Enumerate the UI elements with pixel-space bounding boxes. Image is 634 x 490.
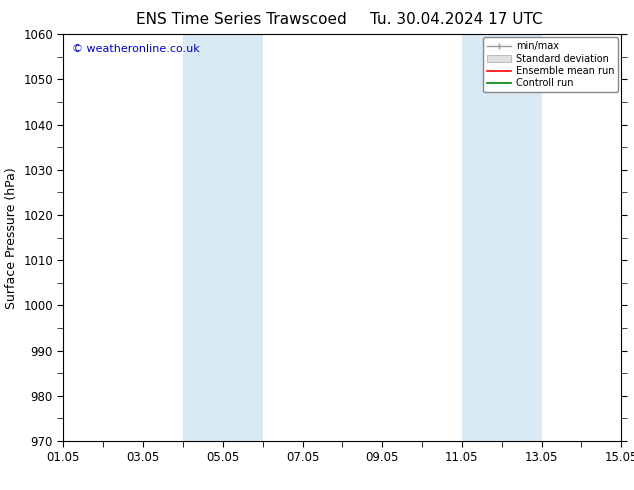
Text: Tu. 30.04.2024 17 UTC: Tu. 30.04.2024 17 UTC <box>370 12 543 27</box>
Text: © weatheronline.co.uk: © weatheronline.co.uk <box>72 45 200 54</box>
Legend: min/max, Standard deviation, Ensemble mean run, Controll run: min/max, Standard deviation, Ensemble me… <box>483 37 618 92</box>
Y-axis label: Surface Pressure (hPa): Surface Pressure (hPa) <box>4 167 18 309</box>
Bar <box>501 34 541 441</box>
Text: ENS Time Series Trawscoed: ENS Time Series Trawscoed <box>136 12 346 27</box>
Bar <box>462 34 501 441</box>
Bar <box>183 34 262 441</box>
